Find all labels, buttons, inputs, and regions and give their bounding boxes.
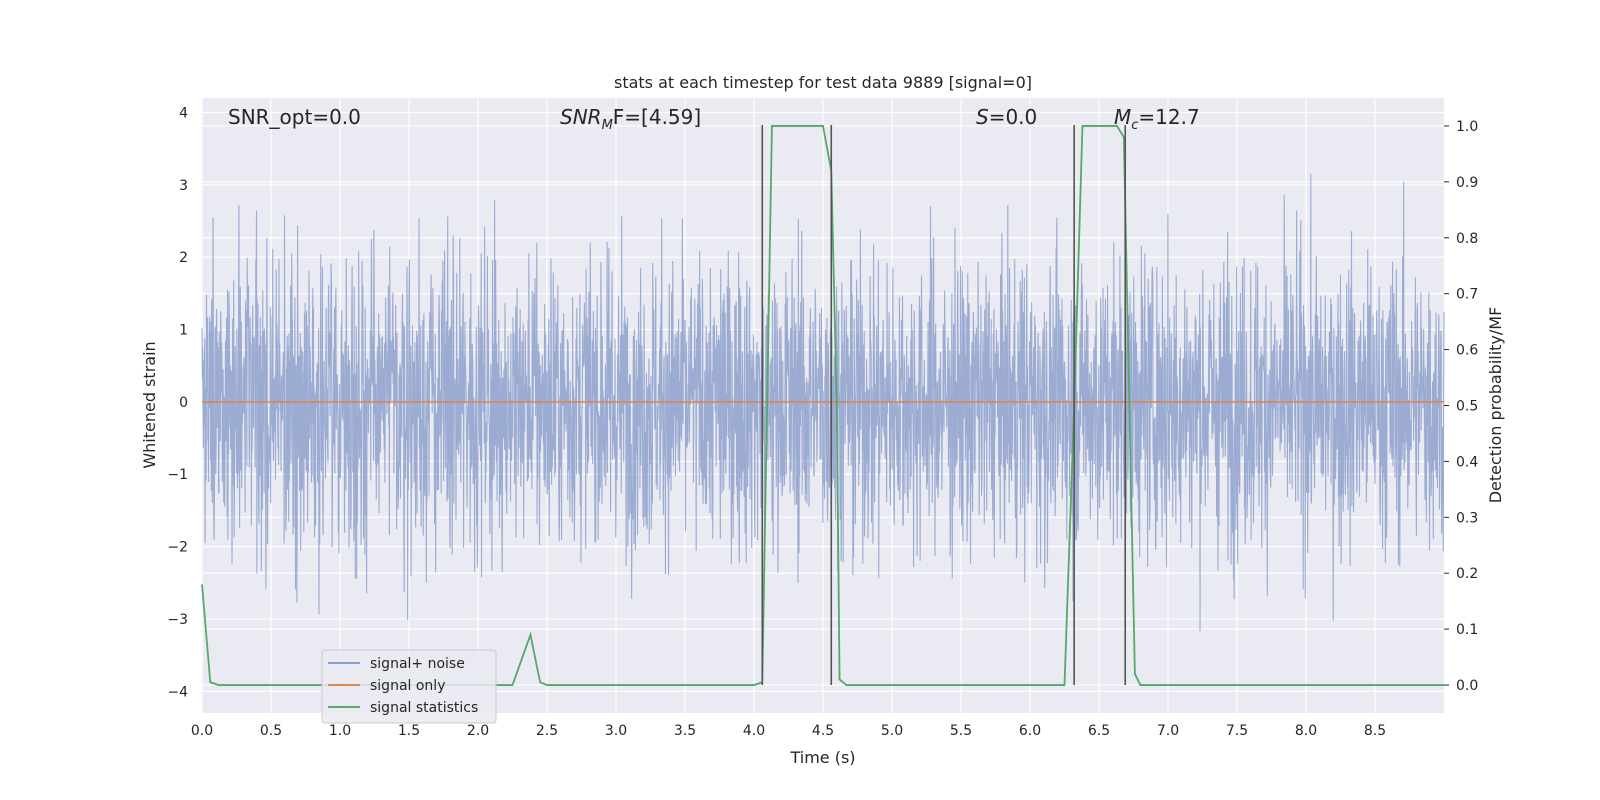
mc-label: M	[1114, 105, 1131, 129]
y-tick-label: 0	[179, 395, 188, 411]
y2-tick-label: 0.4	[1456, 454, 1478, 470]
y-axis-label: Whitened strain	[140, 341, 159, 468]
snr-mf-sub: M	[602, 118, 613, 133]
x-tick-label: 7.0	[1157, 723, 1179, 739]
x-tick-label: 3.5	[674, 723, 696, 739]
legend-box	[321, 649, 497, 724]
x-tick-label: 1.0	[329, 723, 351, 739]
s-value: =0.0	[989, 105, 1038, 129]
annotation-snr-mf: SNRMF=[4.59]	[560, 105, 701, 133]
y-tick-label: 4	[179, 105, 188, 121]
y2-axis-label: Detection probability/MF	[1486, 307, 1505, 504]
y2-tick-label: 0.8	[1456, 231, 1478, 247]
y2-tick-label: 1.0	[1456, 119, 1478, 135]
x-tick-label: 7.5	[1226, 723, 1248, 739]
axes: 0.0 0.5 1.0 1.5 2.0 2.5 3.0 3.5 4.0 4.5 5.0 5.5 6.0 6…	[167, 105, 1478, 739]
vertical-markers	[761, 124, 1127, 686]
x-tick-label: 5.0	[881, 723, 903, 739]
y-tick-label: −3	[167, 612, 188, 628]
annotation-s: S=0.0	[976, 105, 1037, 129]
y2-tick-label: 0.9	[1456, 175, 1478, 191]
legend-label-signal-only: signal only	[370, 678, 445, 694]
mc-value: =12.7	[1138, 105, 1199, 129]
series-line-signal-noise	[201, 173, 1445, 632]
x-tick-label: 8.0	[1295, 723, 1317, 739]
x-tick-label: 4.0	[743, 723, 765, 739]
legend: signal+ noise signal only signal statist…	[321, 649, 497, 724]
y-tick-label: −1	[167, 467, 188, 483]
y-tick-label: −4	[167, 684, 188, 700]
annotation-snr-opt: SNR_opt=0.0	[228, 105, 361, 129]
s-label: S	[976, 105, 989, 129]
mc-sub: c	[1131, 118, 1138, 133]
y2-tick-label: 0.1	[1456, 622, 1478, 638]
y-tick-label: 2	[179, 250, 188, 266]
x-tick-label: 0.5	[260, 723, 282, 739]
y2-tick-label: 0.0	[1456, 678, 1478, 694]
x-axis-label: Time (s)	[789, 748, 855, 767]
signal-noise-series	[201, 173, 1445, 632]
x-tick-label: 2.0	[467, 723, 489, 739]
x-tick-label: 6.5	[1088, 723, 1110, 739]
chart-title: stats at each timestep for test data 988…	[614, 73, 1032, 92]
x-tick-label: 3.0	[605, 723, 627, 739]
series-line-signal-statistics	[201, 125, 1444, 686]
y2-tick-label: 0.2	[1456, 566, 1478, 582]
snr-mf-base: SNR	[560, 105, 602, 129]
y2-tick-label: 0.5	[1456, 399, 1478, 415]
y2-tick-label: 0.6	[1456, 343, 1478, 359]
x-tick-label: 8.5	[1364, 723, 1386, 739]
x-tick-label: 6.0	[1019, 723, 1041, 739]
x-tick-label: 0.0	[191, 723, 213, 739]
y-tick-label: 3	[179, 178, 188, 194]
x-tick-label: 4.5	[812, 723, 834, 739]
snr-mf-rest: F=[4.59]	[613, 105, 701, 129]
y-tick-label: −2	[167, 540, 188, 556]
y-tick-label: 1	[179, 323, 188, 339]
annotation-mc: Mc=12.7	[1114, 105, 1200, 133]
y2-tick-label: 0.7	[1456, 287, 1478, 303]
x-tick-label: 1.5	[398, 723, 420, 739]
x-tick-label: 2.5	[536, 723, 558, 739]
legend-label-signal-noise: signal+ noise	[370, 656, 465, 672]
legend-label-signal-statistics: signal statistics	[370, 700, 478, 716]
y2-tick-label: 0.3	[1456, 510, 1478, 526]
x-tick-label: 5.5	[950, 723, 972, 739]
series-layer	[201, 125, 1444, 686]
